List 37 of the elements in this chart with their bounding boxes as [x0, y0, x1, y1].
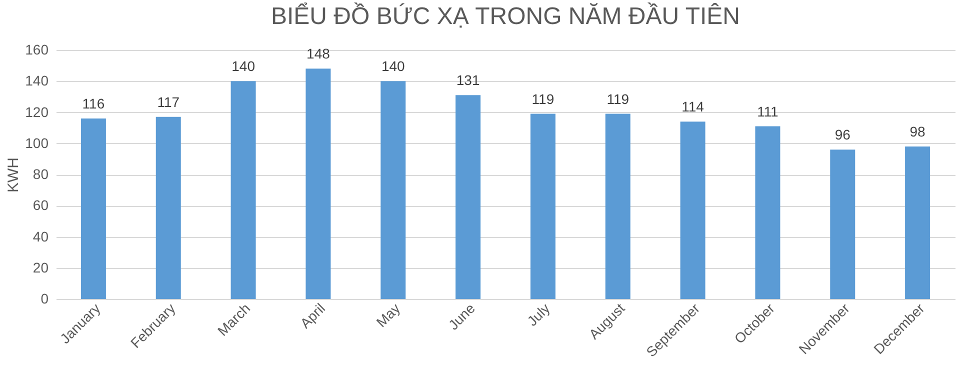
y-tick-label: 60 — [32, 197, 49, 214]
data-label: 140 — [381, 58, 406, 74]
chart-title: BIỂU ĐỒ BỨC XẠ TRONG NĂM ĐẦU TIÊN — [270, 2, 740, 30]
bar — [530, 114, 556, 299]
bar — [306, 68, 331, 299]
y-axis-title: KWH — [5, 158, 22, 192]
bar — [830, 150, 856, 299]
data-label: 98 — [910, 123, 926, 140]
data-label: 119 — [532, 90, 554, 107]
bar — [456, 95, 481, 299]
data-label: 116 — [82, 95, 105, 112]
bar — [605, 114, 630, 299]
data-label: 111 — [757, 103, 779, 120]
y-tick-label: 0 — [40, 290, 49, 306]
y-tick-label: 160 — [25, 42, 49, 58]
data-label: 114 — [682, 98, 704, 115]
x-tick-label: July — [524, 300, 553, 330]
y-tick-label: 20 — [32, 259, 49, 276]
bar — [156, 116, 181, 299]
data-label: 96 — [834, 126, 851, 143]
data-label: 131 — [456, 72, 480, 88]
bar — [905, 146, 930, 299]
y-tick-label: 80 — [32, 166, 49, 182]
bar — [755, 126, 780, 299]
y-tick-label: 140 — [25, 72, 49, 89]
y-tick-label: 100 — [25, 134, 49, 151]
bar — [380, 81, 406, 299]
data-label: 148 — [306, 46, 330, 62]
bar — [80, 118, 106, 299]
bar — [680, 122, 706, 299]
bar — [230, 81, 256, 299]
data-label: 140 — [232, 58, 256, 74]
x-tick-label: May — [373, 300, 404, 330]
data-label: 117 — [157, 94, 180, 110]
y-tick-label: 120 — [25, 104, 49, 120]
data-label: 119 — [606, 90, 630, 107]
y-tick-label: 40 — [32, 228, 49, 244]
